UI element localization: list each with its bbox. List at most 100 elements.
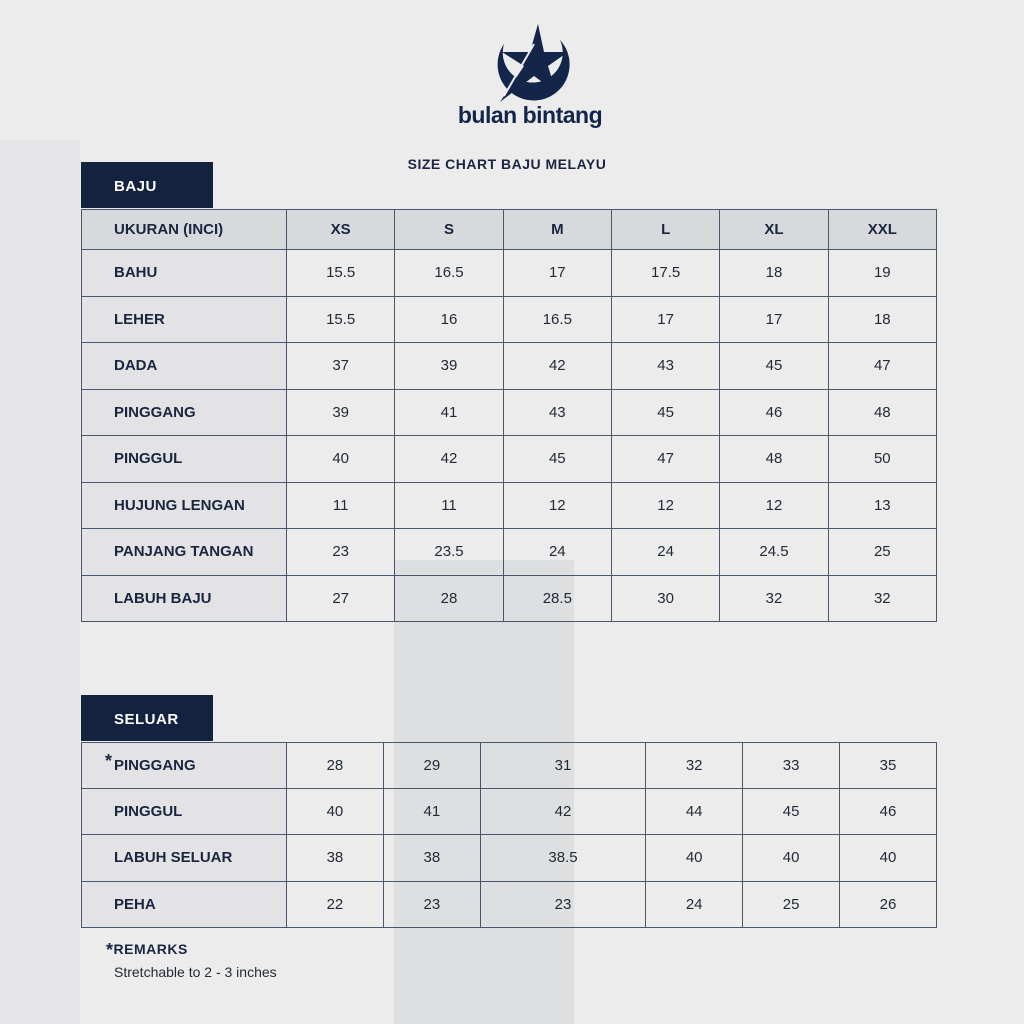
cell-value: 26 (839, 880, 937, 928)
row-label: DADA (81, 342, 287, 390)
cell-value: 45 (610, 388, 721, 436)
cell-value: 11 (285, 481, 396, 529)
baju-size-table: UKURAN (INCI) XS S M L XL XXL BAHU 15.5 16.5 17 17… (81, 209, 938, 622)
asterisk: * (106, 940, 114, 960)
cell-value: 17.5 (610, 249, 721, 297)
cell-value: 40 (645, 834, 744, 882)
row-label-text: PINGGUL (114, 803, 183, 821)
row-label-text: DADA (114, 357, 158, 375)
cell-value: 16.5 (394, 249, 504, 297)
cell-value: 50 (827, 435, 938, 483)
cell-value: 28 (286, 741, 384, 790)
cell-value: 37 (285, 342, 396, 390)
cell-value: 45 (719, 342, 829, 390)
row-label: PEHA (81, 880, 287, 928)
cell-value: 18 (719, 249, 829, 297)
cell-value: 39 (285, 388, 396, 436)
cell-value: 24 (502, 528, 612, 576)
cell-value: 40 (285, 435, 396, 483)
row-label-text: LEHER (114, 310, 165, 328)
cell-value: 45 (502, 435, 612, 483)
cell-value: 29 (382, 741, 481, 790)
row-label: PANJANG TANGAN (81, 528, 287, 576)
row-label: PINGGUL (81, 788, 287, 836)
cell-value: 38.5 (479, 834, 647, 882)
cell-value: 24 (645, 880, 744, 928)
table-row: LEHER 15.5 16 16.5 17 17 18 (81, 295, 938, 343)
cell-value: 23 (285, 528, 396, 576)
cell-value: 32 (719, 574, 829, 622)
remarks-text: Stretchable to 2 - 3 inches (114, 964, 277, 980)
row-label: LABUH SELUAR (81, 834, 287, 882)
star-moon-icon (497, 24, 570, 102)
table-row: PINGGANG 39 41 43 45 46 48 (81, 388, 938, 436)
cell-value: 38 (382, 834, 481, 882)
baju-tab: BAJU (81, 162, 213, 208)
header-size: S (394, 209, 504, 250)
table-row: * PINGGANG 28 29 31 32 33 35 (81, 741, 937, 790)
header-size: XXL (827, 209, 938, 250)
cell-value: 41 (382, 788, 481, 836)
cell-value: 23.5 (394, 528, 504, 576)
row-label-text: BAHU (114, 264, 158, 282)
row-label-text: PINGGANG (114, 757, 196, 775)
table-row: PINGGUL 40 42 45 47 48 50 (81, 435, 938, 483)
row-label-text: LABUH SELUAR (114, 849, 233, 867)
header-size: XS (285, 209, 396, 250)
cell-value: 24.5 (719, 528, 829, 576)
cell-value: 43 (502, 388, 612, 436)
remarks-heading: *REMARKS (106, 940, 277, 961)
cell-value: 17 (719, 295, 829, 343)
cell-value: 28 (394, 574, 504, 622)
cell-value: 38 (286, 834, 384, 882)
cell-value: 44 (645, 788, 744, 836)
row-label: LABUH BAJU (81, 574, 287, 622)
background-shape (0, 140, 80, 1024)
table-row: BAHU 15.5 16.5 17 17.5 18 19 (81, 249, 938, 297)
cell-value: 13 (827, 481, 938, 529)
cell-value: 27 (285, 574, 396, 622)
cell-value: 43 (610, 342, 721, 390)
cell-value: 33 (742, 741, 841, 790)
cell-value: 17 (502, 249, 612, 297)
row-label-text: PINGGANG (114, 403, 196, 421)
cell-value: 25 (742, 880, 841, 928)
cell-value: 30 (610, 574, 721, 622)
row-label: BAHU (81, 249, 287, 297)
cell-value: 46 (839, 788, 937, 836)
cell-value: 24 (610, 528, 721, 576)
cell-value: 23 (382, 880, 481, 928)
cell-value: 35 (839, 741, 937, 790)
cell-value: 25 (827, 528, 938, 576)
cell-value: 48 (719, 435, 829, 483)
cell-value: 41 (394, 388, 504, 436)
cell-value: 40 (839, 834, 937, 882)
cell-value: 19 (827, 249, 938, 297)
cell-value: 11 (394, 481, 504, 529)
table-row: LABUH BAJU 27 28 28.5 30 32 32 (81, 574, 938, 622)
table-row: DADA 37 39 42 43 45 47 (81, 342, 938, 390)
cell-value: 15.5 (285, 249, 396, 297)
cell-value: 12 (502, 481, 612, 529)
row-label: PINGGUL (81, 435, 287, 483)
table-row: LABUH SELUAR 38 38 38.5 40 40 40 (81, 834, 937, 882)
seluar-tab: SELUAR (81, 695, 213, 741)
cell-value: 15.5 (285, 295, 396, 343)
remarks-title: REMARKS (113, 941, 188, 957)
cell-value: 12 (719, 481, 829, 529)
row-label: LEHER (81, 295, 287, 343)
cell-value: 12 (610, 481, 721, 529)
row-label-text: PINGGUL (114, 450, 183, 468)
table-row: PEHA 22 23 23 24 25 26 (81, 880, 937, 928)
row-label-text: HUJUNG LENGAN (114, 496, 245, 514)
logo: bulan bintang (430, 22, 630, 129)
cell-value: 42 (479, 788, 647, 836)
cell-value: 40 (742, 834, 841, 882)
cell-value: 47 (827, 342, 938, 390)
cell-value: 39 (394, 342, 504, 390)
cell-value: 28.5 (502, 574, 612, 622)
header-size: XL (719, 209, 829, 250)
cell-value: 48 (827, 388, 938, 436)
row-label-text: LABUH BAJU (114, 589, 212, 607)
cell-value: 16 (394, 295, 504, 343)
